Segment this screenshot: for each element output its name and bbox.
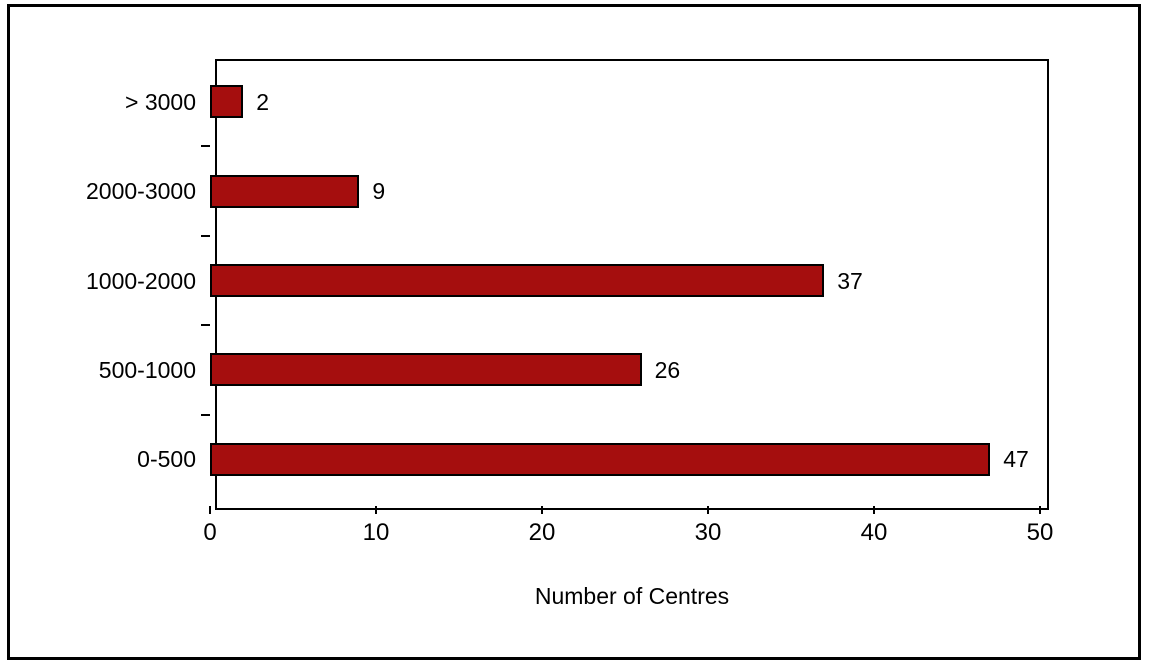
category-label: 2000-3000 — [86, 178, 196, 205]
bar — [210, 442, 991, 476]
bar-value-label: 47 — [1003, 446, 1029, 473]
bar — [210, 174, 360, 208]
bar-value-label: 37 — [837, 267, 863, 294]
x-axis-tick — [1039, 506, 1041, 514]
x-axis-tick-label: 50 — [1026, 519, 1054, 546]
bar-value-label: 9 — [372, 178, 386, 205]
bar — [210, 264, 825, 297]
y-axis-tick — [201, 324, 210, 327]
y-axis-tick — [201, 234, 210, 237]
chart-frame: 2 > 3000 9 2000-3000 37 1000-2000 26 500-1000 47… — [7, 4, 1141, 660]
x-axis-title: Number of Centres — [534, 583, 730, 609]
category-label: 500-1000 — [98, 356, 196, 383]
x-axis-tick — [707, 506, 709, 514]
x-axis-tick-label: 0 — [203, 519, 217, 546]
bar — [210, 85, 244, 119]
y-axis-tick — [201, 145, 210, 148]
bar — [210, 353, 642, 387]
x-axis-tick-label: 20 — [528, 519, 556, 546]
category-label: 1000-2000 — [86, 267, 196, 294]
category-label: > 3000 — [125, 88, 196, 115]
bar-value-label: 26 — [654, 356, 681, 383]
x-axis-tick — [375, 506, 377, 514]
x-axis-tick-label: 40 — [860, 519, 888, 546]
x-axis-tick-label: 10 — [362, 519, 390, 546]
x-axis-tick — [209, 506, 211, 514]
category-label: 0-500 — [137, 446, 196, 473]
x-axis-tick — [541, 506, 543, 514]
x-axis-tick-label: 30 — [694, 519, 722, 546]
x-axis-tick — [873, 506, 875, 514]
bar-value-label: 2 — [256, 88, 269, 115]
y-axis-tick — [201, 413, 210, 416]
